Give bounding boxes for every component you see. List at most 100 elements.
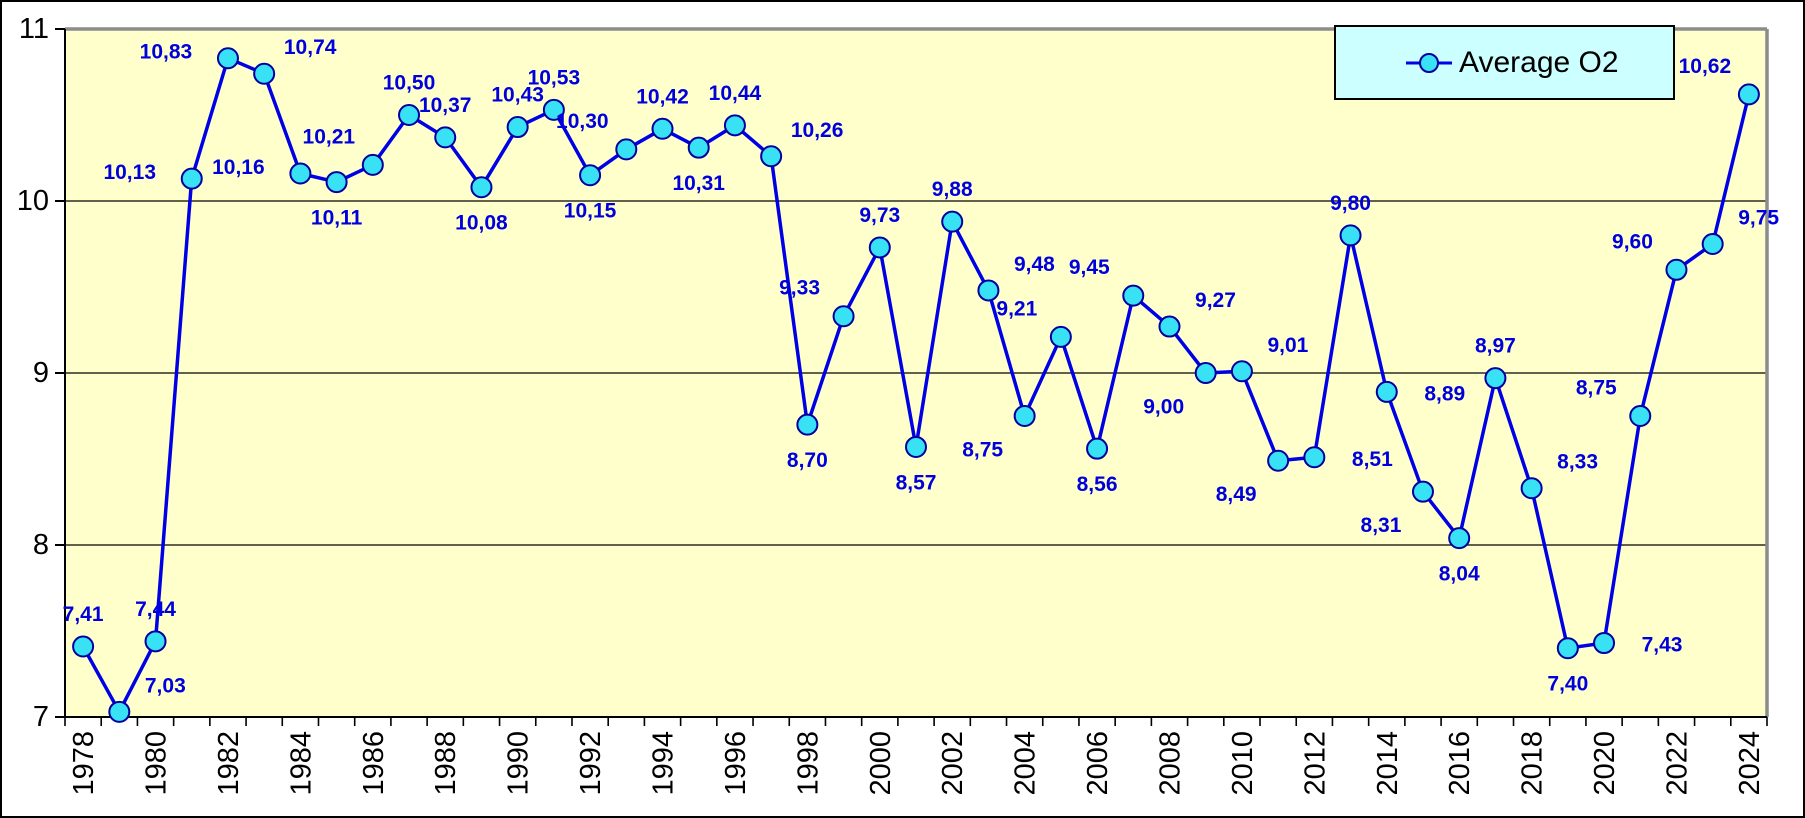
x-axis-label-2012: 2012 — [1299, 731, 1331, 796]
x-axis-label-2004: 2004 — [1010, 731, 1042, 796]
data-label-1999: 9,33 — [779, 277, 820, 300]
data-point-1989 — [470, 176, 493, 199]
data-label-1991: 10,53 — [528, 66, 581, 89]
data-point-2023 — [1701, 233, 1724, 255]
x-axis-label-2010: 2010 — [1227, 731, 1259, 796]
data-point-2004 — [1013, 405, 1036, 427]
data-label-1997: 10,26 — [791, 119, 844, 142]
data-label-1978: 7,41 — [63, 603, 104, 626]
data-point-2008 — [1158, 315, 1181, 338]
data-point-2002 — [941, 210, 964, 233]
data-label-1981: 10,13 — [103, 161, 156, 184]
data-point-1983 — [253, 62, 276, 85]
x-axis-label-2008: 2008 — [1154, 731, 1186, 796]
data-label-2014: 8,89 — [1424, 382, 1465, 405]
x-axis-label-1980: 1980 — [141, 731, 173, 796]
data-label-2024: 10,62 — [1679, 55, 1732, 78]
data-point-1994 — [651, 117, 674, 140]
data-point-2013 — [1339, 224, 1362, 247]
x-axis-label-2016: 2016 — [1444, 731, 1476, 796]
data-point-2019 — [1556, 637, 1579, 660]
data-point-2014 — [1375, 380, 1398, 403]
legend-label: Average O2 — [1459, 45, 1619, 79]
data-point-2018 — [1520, 477, 1543, 500]
data-label-2010: 9,01 — [1267, 334, 1308, 357]
x-axis-label-2002: 2002 — [937, 731, 969, 796]
data-point-2022 — [1665, 258, 1688, 281]
data-label-2015: 8,31 — [1361, 514, 1402, 537]
data-point-2009 — [1194, 362, 1217, 384]
data-label-2001: 8,57 — [896, 471, 937, 494]
x-axis-label-1998: 1998 — [792, 731, 824, 796]
x-axis-label-2014: 2014 — [1372, 731, 1404, 796]
x-axis-label-1988: 1988 — [430, 731, 462, 796]
data-label-1996: 10,44 — [709, 82, 762, 105]
data-point-2020 — [1593, 632, 1616, 655]
data-label-2013: 9,80 — [1330, 192, 1371, 215]
data-point-1984 — [289, 162, 312, 185]
data-point-1999 — [832, 305, 855, 328]
data-point-2005 — [1049, 325, 1072, 348]
legend: Average O2 — [1334, 25, 1675, 100]
data-label-2019: 7,40 — [1547, 673, 1588, 696]
x-axis-label-1992: 1992 — [575, 731, 607, 796]
data-point-1998 — [796, 413, 819, 436]
data-label-2018: 8,33 — [1557, 451, 1598, 474]
data-label-2000: 9,73 — [859, 204, 900, 227]
x-axis-label-2020: 2020 — [1589, 731, 1621, 796]
data-point-1997 — [760, 145, 783, 168]
data-point-2015 — [1411, 480, 1434, 503]
data-label-2004: 8,75 — [962, 439, 1003, 462]
data-point-2024 — [1737, 83, 1760, 106]
y-axis-label-11: 11 — [19, 13, 49, 45]
data-point-1978 — [72, 635, 95, 658]
data-point-1995 — [687, 136, 710, 159]
y-axis-label-10: 10 — [17, 185, 49, 217]
data-label-1993: 10,30 — [556, 110, 609, 133]
data-point-2012 — [1303, 446, 1326, 469]
data-label-2009: 9,00 — [1143, 396, 1184, 419]
y-axis-label-9: 9 — [33, 357, 49, 389]
data-label-2007: 9,45 — [1069, 256, 1110, 279]
data-point-2010 — [1230, 360, 1253, 383]
x-axis-label-1982: 1982 — [213, 731, 245, 796]
x-axis-label-2024: 2024 — [1734, 731, 1766, 796]
data-label-2003: 9,48 — [1014, 253, 1055, 276]
data-label-2016: 8,04 — [1439, 563, 1480, 586]
data-label-1983: 10,74 — [284, 36, 337, 59]
data-point-1992 — [579, 164, 602, 187]
data-label-2021: 8,75 — [1576, 377, 1617, 400]
x-axis-label-1978: 1978 — [68, 731, 100, 796]
data-point-1993 — [615, 138, 638, 161]
x-axis-label-1996: 1996 — [720, 731, 752, 796]
x-axis-label-2022: 2022 — [1661, 731, 1693, 796]
x-axis-label-2000: 2000 — [865, 731, 897, 796]
data-point-1991 — [542, 98, 565, 121]
data-label-2005: 9,21 — [996, 297, 1037, 320]
data-point-1987 — [398, 104, 421, 126]
x-axis-label-2018: 2018 — [1517, 731, 1549, 796]
data-point-2000 — [868, 236, 891, 259]
data-point-2011 — [1267, 449, 1290, 472]
data-point-1981 — [180, 167, 203, 190]
data-point-1996 — [723, 114, 746, 137]
data-label-1990: 10,43 — [491, 84, 544, 107]
data-point-2001 — [905, 435, 927, 458]
x-axis-label-1984: 1984 — [285, 731, 317, 796]
data-label-2020: 7,43 — [1642, 634, 1683, 657]
data-point-2006 — [1086, 437, 1109, 460]
data-label-2008: 9,27 — [1195, 289, 1236, 312]
data-label-2023: 9,75 — [1738, 207, 1779, 230]
data-point-1979 — [108, 700, 131, 723]
x-axis-label-1994: 1994 — [648, 731, 680, 796]
data-label-1980: 7,44 — [135, 598, 176, 621]
data-label-1979: 7,03 — [145, 674, 186, 697]
y-axis-label-7: 7 — [33, 701, 49, 733]
x-axis-label-1986: 1986 — [358, 731, 390, 796]
data-point-2007 — [1122, 284, 1145, 307]
data-point-1990 — [506, 116, 529, 139]
data-point-1982 — [216, 47, 239, 70]
data-point-2017 — [1484, 367, 1507, 390]
